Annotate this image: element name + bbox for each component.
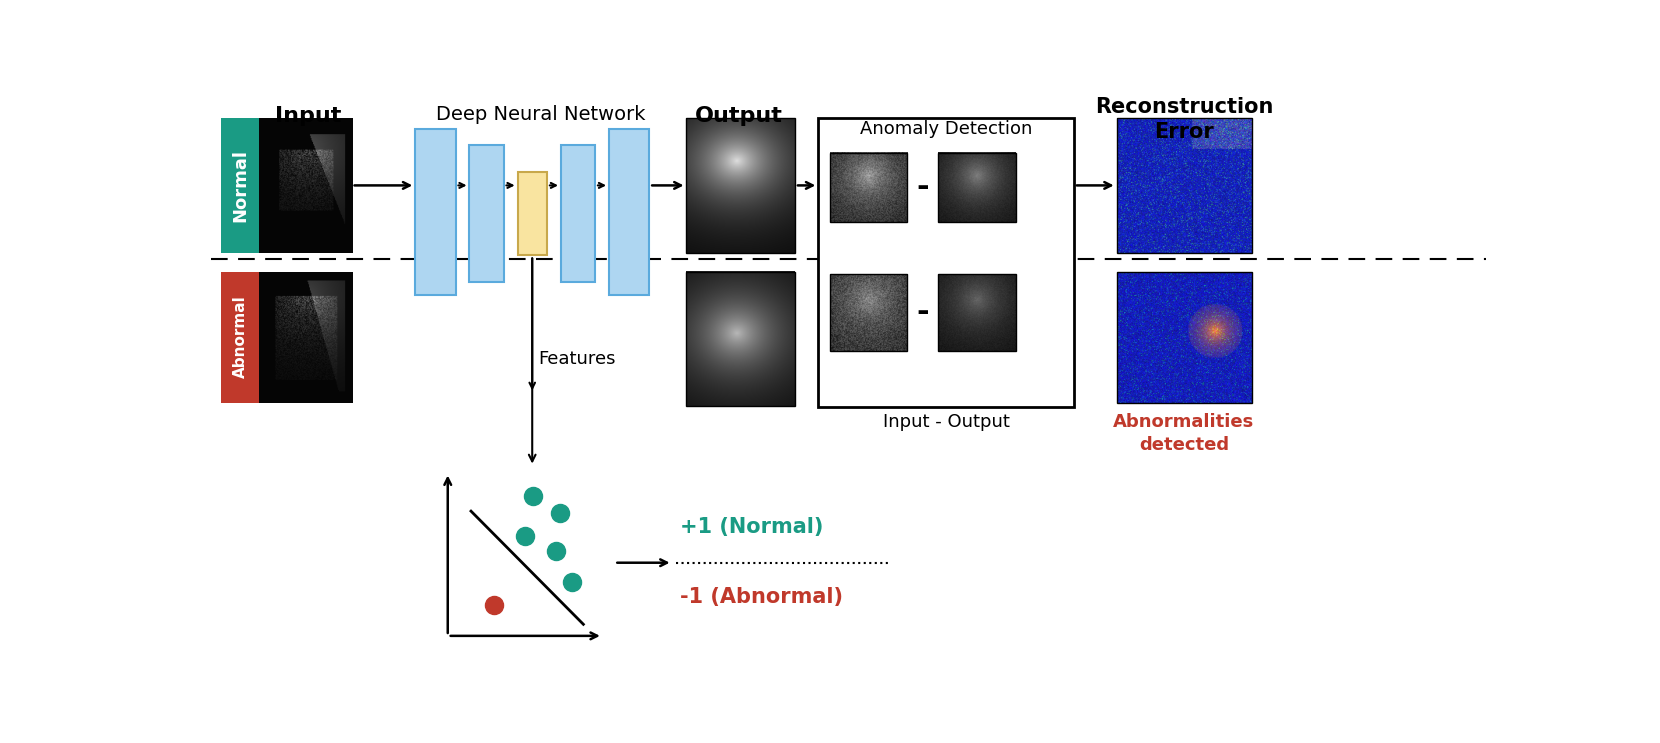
Text: +1 (Normal): +1 (Normal) [681,516,823,536]
Bar [470,145,503,282]
Text: Features: Features [538,350,616,368]
Bar [221,118,259,253]
Bar [687,118,795,253]
Bar [938,274,1016,351]
Bar [938,153,1016,222]
Text: -: - [916,173,930,202]
Bar [687,272,795,406]
Text: -1 (Abnormal): -1 (Abnormal) [681,588,843,607]
Text: Input - Output: Input - Output [883,413,1009,432]
Bar [830,274,908,351]
Bar [221,272,259,403]
Text: Normal: Normal [231,149,249,222]
Text: Reconstruction
Error: Reconstruction Error [1096,97,1273,142]
Text: Input: Input [276,106,342,126]
Bar [415,129,455,295]
Text: Deep Neural Network: Deep Neural Network [437,105,646,123]
Text: -: - [916,298,930,327]
Bar [518,172,546,256]
Bar [1117,118,1252,253]
Text: Abnormalities
detected: Abnormalities detected [1114,413,1255,453]
Bar [1117,272,1252,403]
Text: Output: Output [694,106,782,126]
Text: Anomaly Detection: Anomaly Detection [860,120,1033,138]
Bar [818,118,1074,407]
Bar [830,153,908,222]
Text: Abnormal: Abnormal [232,296,247,378]
Bar [609,129,649,295]
Bar [561,145,594,282]
